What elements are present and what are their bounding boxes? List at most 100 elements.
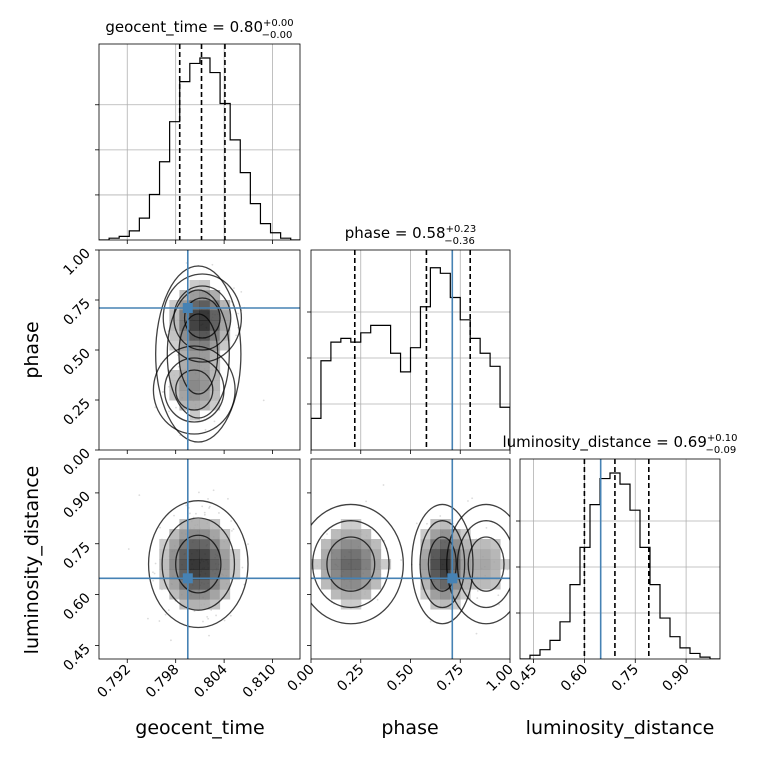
posterior-density (152, 262, 265, 443)
density-cell (450, 589, 461, 600)
sample-point (467, 500, 469, 502)
density-cell (219, 529, 231, 540)
density-cell (209, 599, 221, 610)
contour-line (456, 520, 510, 609)
density-cell (340, 599, 352, 610)
contour-line (161, 517, 236, 611)
density-cell (350, 539, 362, 550)
density-cell (179, 519, 190, 530)
sample-point (426, 522, 428, 525)
sample-point (153, 572, 156, 575)
sample-point (243, 583, 246, 586)
density-cell (340, 539, 352, 550)
density-cell (209, 340, 221, 351)
contour-line (178, 313, 219, 395)
density-cell (350, 529, 362, 540)
density-cell (189, 549, 200, 560)
density-cell (189, 280, 200, 291)
density-cell (169, 340, 180, 351)
density-cell (470, 579, 481, 590)
density-cell (199, 310, 211, 321)
density-cell (340, 529, 352, 540)
axes-frame (98, 43, 301, 241)
sample-point (230, 520, 233, 522)
density-cell (350, 589, 362, 600)
density-cell (370, 539, 382, 550)
density-cell (350, 599, 362, 610)
density-cell (189, 400, 200, 411)
sample-point (415, 522, 418, 525)
density-cell (199, 569, 211, 580)
density-cell (430, 539, 441, 550)
density-cell (199, 589, 211, 600)
density-cell (209, 380, 221, 391)
density-cell (199, 549, 211, 560)
density-cell (370, 549, 382, 560)
density-cell (179, 350, 190, 361)
density-cell (430, 519, 441, 530)
density-cell (209, 549, 221, 560)
sample-point (207, 498, 209, 500)
density-cell (199, 559, 211, 570)
density-cell (199, 340, 211, 351)
density-cell (330, 579, 342, 590)
density-cell (169, 559, 180, 570)
density-cell (189, 340, 200, 351)
density-cell (229, 549, 241, 560)
density-cell (189, 380, 200, 391)
sample-point (173, 514, 175, 517)
density-cell (179, 360, 190, 371)
density-cell (480, 559, 491, 570)
density-cell (340, 519, 352, 530)
sample-point (376, 598, 379, 601)
density-cell (189, 350, 200, 361)
contour-line (175, 369, 214, 411)
sample-point (185, 262, 188, 264)
sample-point (227, 497, 229, 500)
density-cell (189, 539, 200, 550)
density-cell (380, 559, 392, 570)
density-cell (500, 559, 510, 570)
density-cell (159, 579, 170, 590)
density-cell (179, 390, 190, 401)
density-cell (209, 350, 221, 361)
sample-point (210, 609, 213, 611)
truth-marker (182, 303, 193, 313)
density-cell (430, 529, 441, 540)
density-cell (209, 290, 221, 301)
axes-frame (519, 458, 721, 660)
density-cell (470, 559, 481, 570)
density-cell (209, 310, 221, 321)
sample-point (162, 391, 165, 393)
density-cell (199, 360, 211, 371)
sample-point (237, 312, 240, 315)
sample-point (476, 590, 479, 592)
hist-panel-phase: phase = 0.58+0.23 −0.36 (307, 224, 511, 454)
sample-point (170, 639, 172, 642)
density-cell (320, 579, 332, 590)
sample-point (189, 512, 191, 515)
density-cell (209, 559, 221, 570)
hist-panel-geocent_time: geocent_time = 0.80+0.00 −0.00 (95, 18, 301, 244)
density-cell (330, 569, 342, 580)
density-cell (189, 559, 200, 570)
density-cell (440, 539, 451, 550)
density-cell (199, 539, 211, 550)
truth-marker (182, 573, 193, 584)
density-cell (169, 569, 180, 580)
sample-point (218, 512, 220, 514)
density-cell (360, 559, 372, 570)
density-cell (159, 569, 170, 580)
density-cell (370, 579, 382, 590)
sample-point (229, 614, 232, 617)
density-cell (320, 549, 332, 560)
sample-point (365, 500, 368, 503)
contour-line (162, 273, 243, 363)
sample-point (211, 263, 214, 266)
density-cell (199, 330, 211, 341)
posterior-density (311, 484, 510, 635)
density-cell (219, 310, 231, 321)
density-cell (169, 539, 180, 550)
density-cell (199, 320, 211, 331)
